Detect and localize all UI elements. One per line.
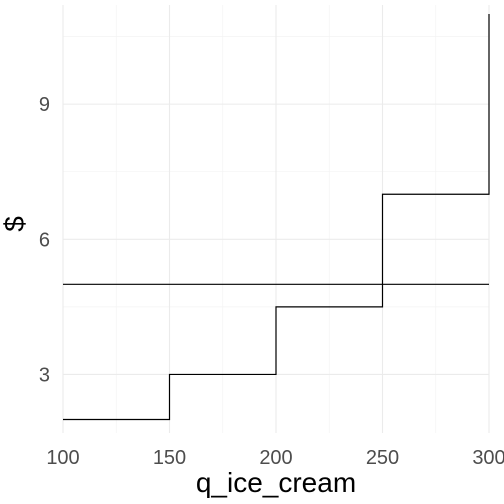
y-tick-labels: 3 6 9 — [39, 94, 50, 386]
y-axis-title: $ — [0, 216, 30, 232]
x-tick-labels: 100 150 200 250 300 — [46, 447, 504, 469]
x-tick-label: 100 — [46, 447, 79, 469]
series-group — [63, 14, 490, 421]
x-axis-title: q_ice_cream — [196, 467, 356, 498]
y-tick-label: 6 — [39, 229, 50, 251]
x-tick-label: 250 — [366, 447, 399, 469]
x-tick-label: 200 — [259, 447, 292, 469]
y-tick-label: 3 — [39, 364, 50, 386]
y-tick-label: 9 — [39, 94, 50, 116]
series-line-1 — [63, 14, 490, 421]
x-tick-label: 150 — [153, 447, 186, 469]
x-tick-label: 300 — [472, 447, 504, 469]
